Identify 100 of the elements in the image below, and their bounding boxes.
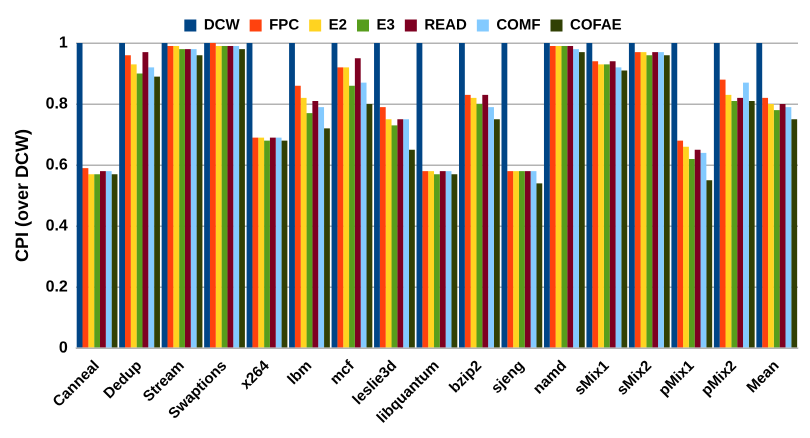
- bar: [610, 61, 616, 348]
- y-tick-label: 0.4: [46, 217, 68, 234]
- bar: [440, 171, 446, 348]
- bar: [130, 64, 137, 348]
- bar: [106, 171, 112, 348]
- bar: [233, 46, 240, 348]
- bar: [518, 171, 525, 348]
- bar: [616, 67, 622, 348]
- bar: [786, 107, 792, 348]
- bar: [780, 104, 786, 348]
- bar: [88, 174, 94, 348]
- legend-label: READ: [424, 16, 468, 34]
- bar: [392, 125, 398, 348]
- bar: [756, 43, 762, 348]
- bar: [162, 43, 168, 348]
- bar: [258, 138, 264, 348]
- bar: [451, 174, 458, 348]
- bar: [743, 82, 749, 348]
- bar: [688, 158, 695, 348]
- bar: [100, 171, 106, 348]
- bar: [446, 171, 452, 348]
- y-axis-title: CPI (over DCW): [12, 129, 32, 262]
- bar: [403, 119, 410, 348]
- bar: [210, 43, 216, 348]
- bar: [270, 138, 276, 348]
- bar: [112, 174, 118, 348]
- bar: [694, 150, 701, 348]
- bar: [748, 100, 755, 348]
- bar: [550, 46, 556, 348]
- bar: [337, 67, 344, 348]
- y-tick-label: 0.6: [46, 156, 68, 174]
- bar: [464, 94, 471, 348]
- bar: [282, 140, 288, 348]
- legend-label: COFAE: [570, 16, 622, 34]
- legend-label: E2: [328, 16, 348, 34]
- bar: [264, 140, 270, 348]
- bar: [476, 104, 482, 348]
- bar: [380, 107, 386, 348]
- bar: [360, 82, 367, 348]
- bar: [573, 49, 579, 348]
- bar: [592, 61, 598, 348]
- bar: [196, 55, 202, 348]
- bar: [276, 138, 282, 348]
- bar: [300, 98, 307, 348]
- bar: [179, 49, 185, 348]
- bar: [664, 55, 670, 348]
- y-tick-label: 0: [58, 340, 68, 357]
- bar: [239, 49, 245, 348]
- bar: [416, 43, 422, 348]
- bar: [646, 55, 652, 348]
- bar: [76, 43, 83, 348]
- bar: [154, 76, 160, 348]
- bar: [700, 152, 706, 348]
- bar: [671, 43, 678, 348]
- bar: [683, 146, 689, 348]
- bar: [621, 70, 628, 348]
- bar: [586, 43, 592, 348]
- bar: [530, 171, 536, 348]
- bar: [349, 86, 355, 348]
- bar: [513, 171, 519, 348]
- bar: [677, 140, 684, 348]
- bar: [762, 98, 768, 348]
- bar: [556, 46, 562, 348]
- bar: [246, 43, 252, 348]
- bar: [604, 64, 610, 348]
- bar: [252, 138, 258, 348]
- bar: [434, 174, 440, 348]
- x-tick-label: lbm: [284, 357, 316, 388]
- bar: [324, 128, 330, 348]
- bar: [343, 67, 350, 348]
- bar: [167, 46, 174, 348]
- y-tick-label: 1: [58, 34, 68, 52]
- bar: [714, 43, 720, 348]
- y-tick-label: 0.2: [46, 278, 68, 296]
- bar: [366, 104, 372, 348]
- bar: [136, 74, 142, 348]
- bar: [119, 43, 125, 348]
- bar: [726, 94, 732, 348]
- bar: [190, 49, 197, 348]
- bar: [561, 46, 568, 348]
- bar: [125, 55, 131, 348]
- legend-label: DCW: [204, 16, 240, 34]
- bar: [567, 46, 574, 348]
- bar: [332, 43, 338, 348]
- bar: [501, 43, 508, 348]
- bar: [184, 49, 191, 348]
- legend-label: FPC: [269, 16, 300, 34]
- legend-label: E3: [376, 16, 395, 34]
- bar: [306, 113, 312, 348]
- bar: [148, 67, 154, 348]
- bar: [470, 98, 476, 348]
- bar: [658, 52, 664, 348]
- bar: [494, 119, 500, 348]
- bar: [791, 119, 798, 348]
- bar: [422, 171, 428, 348]
- bar: [216, 46, 222, 348]
- bar: [706, 180, 712, 348]
- bar: [354, 58, 361, 348]
- bar: [482, 94, 488, 348]
- bar: [289, 43, 295, 348]
